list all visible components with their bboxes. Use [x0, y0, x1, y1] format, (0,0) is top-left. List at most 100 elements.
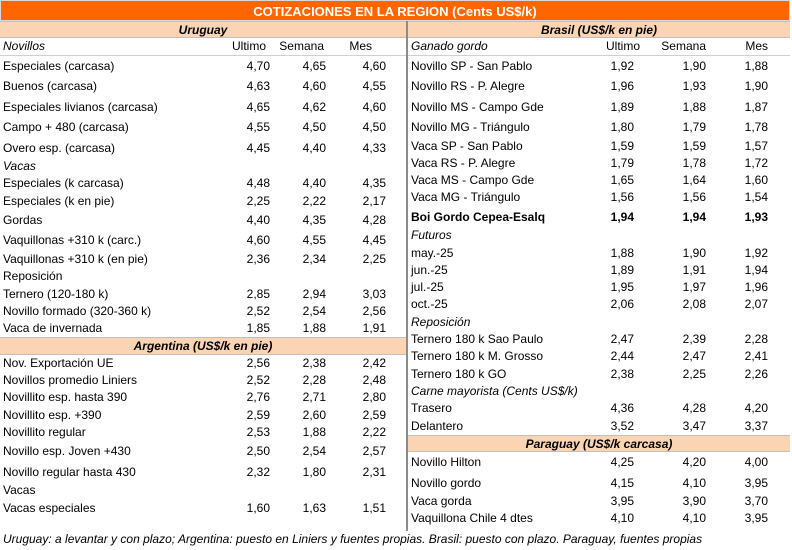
- value-semana: 2,34: [302, 251, 326, 266]
- value-ultimo: 2,52: [246, 303, 270, 318]
- brasil-carne-rows: Trasero 4,36 4,28 4,20 Delantero 3,52 3,47 3,37: [408, 400, 790, 435]
- value-mes: 1,87: [744, 99, 768, 114]
- table-row: jul.-25 1,95 1,97 1,96: [408, 279, 790, 296]
- value-ultimo: 4,36: [610, 401, 634, 416]
- table-row: Trasero 4,36 4,28 4,20: [408, 400, 790, 417]
- value-ultimo: 2,47: [610, 332, 634, 347]
- value-semana: 1,59: [682, 138, 706, 153]
- row-label: Novillito esp. +390: [3, 407, 102, 422]
- value-mes: 2,42: [362, 355, 386, 370]
- value-semana: 1,91: [682, 262, 706, 277]
- value-ultimo: 2,85: [246, 286, 270, 301]
- value-mes: 4,45: [362, 233, 386, 248]
- value-mes: 1,88: [744, 58, 768, 73]
- value-semana: 4,55: [302, 233, 326, 248]
- col-category: Novillos: [3, 39, 46, 54]
- value-ultimo: 4,10: [610, 511, 634, 526]
- value-ultimo: 4,15: [610, 475, 634, 490]
- value-semana: 4,50: [302, 120, 326, 135]
- value-mes: 4,28: [362, 212, 386, 227]
- paraguay-header: Paraguay (US$/k carcasa): [408, 434, 790, 453]
- value-semana: 1,90: [682, 58, 706, 73]
- value-mes: 4,60: [362, 58, 386, 73]
- value-mes: 2,31: [362, 464, 386, 479]
- row-label: Vaca MG - Triángulo: [411, 190, 521, 205]
- value-semana: 1,56: [682, 190, 706, 205]
- table-row: Gordas 4,40 4,35 4,28: [0, 210, 406, 231]
- value-semana: 1,63: [302, 500, 326, 515]
- row-label: Vaca RS - P. Alegre: [411, 155, 516, 170]
- value-ultimo: 1,80: [610, 120, 634, 135]
- value-mes: 2,57: [362, 444, 386, 459]
- row-label: Ternero (120-180 k): [3, 286, 109, 301]
- row-label: Vaquillonas +310 k (carc.): [3, 233, 142, 248]
- argentina-header: Argentina (US$/k en pie): [0, 337, 406, 355]
- value-ultimo: 1,95: [610, 280, 634, 295]
- table-row: Novillo MS - Campo Gde 1,89 1,88 1,87: [408, 97, 790, 118]
- value-semana: 1,97: [682, 280, 706, 295]
- value-ultimo: 4,70: [246, 58, 270, 73]
- table-title: COTIZACIONES EN LA REGION (Cents US$/k): [0, 0, 790, 21]
- value-mes: 1,78: [744, 120, 768, 135]
- value-semana: 2,22: [302, 193, 326, 208]
- row-label: Novillos promedio Liniers: [3, 373, 138, 388]
- col-ultimo: Ultimo: [605, 39, 640, 54]
- value-mes: 1,96: [744, 280, 768, 295]
- value-semana: 1,79: [682, 120, 706, 135]
- brasil-futuros-rows: may.-25 1,88 1,90 1,92 jun.-25 1,89 1,91 1,94 ju…: [408, 245, 790, 314]
- value-mes: 1,90: [744, 79, 768, 94]
- value-ultimo: 2,06: [610, 297, 634, 312]
- value-mes: 3,95: [744, 475, 768, 490]
- brasil-reposicion-label: Reposición: [411, 314, 471, 329]
- value-semana: 1,90: [682, 245, 706, 260]
- row-label: Novillo SP - San Pablo: [411, 58, 533, 73]
- table-row: Nov. Exportación UE 2,56 2,38 2,42: [0, 355, 406, 372]
- brasil-rows: Novillo SP - San Pablo 1,92 1,90 1,88 Novill…: [408, 56, 790, 207]
- value-ultimo: 1,65: [610, 173, 634, 188]
- value-ultimo: 4,63: [246, 79, 270, 94]
- row-label: Buenos (carcasa): [3, 79, 98, 94]
- value-mes: 2,22: [362, 424, 386, 439]
- brasil-futuros-label: Futuros: [411, 228, 452, 243]
- table-row: Novillo formado (320-360 k) 2,52 2,54 2,56: [0, 303, 406, 320]
- argentina-rows: Nov. Exportación UE 2,56 2,38 2,42 Novillos …: [0, 355, 406, 517]
- value-semana: 3,47: [682, 418, 706, 433]
- col-category: Ganado gordo: [411, 39, 488, 54]
- value-semana: 2,54: [302, 444, 326, 459]
- value-ultimo: 1,88: [610, 245, 634, 260]
- row-label: Novillo esp. Joven +430: [3, 444, 131, 459]
- row-label: oct.-25: [411, 297, 448, 312]
- value-ultimo: 4,25: [610, 455, 634, 470]
- table-row: Ternero 180 k GO 2,38 2,25 2,26: [408, 366, 790, 383]
- uruguay-header: Uruguay: [0, 21, 406, 39]
- table-row: Ternero 180 k Sao Paulo 2,47 2,39 2,28: [408, 331, 790, 348]
- value-mes: 2,07: [744, 297, 768, 312]
- value-mes: 4,33: [362, 140, 386, 155]
- value-mes: 2,56: [362, 303, 386, 318]
- column-divider: [406, 21, 408, 531]
- value-mes: 3,95: [744, 511, 768, 526]
- table-row: Delantero 3,52 3,47 3,37: [408, 418, 790, 435]
- row-label: Vaca SP - San Pablo: [411, 138, 523, 153]
- value-mes: 4,55: [362, 79, 386, 94]
- value-semana: 1,80: [302, 464, 326, 479]
- row-label: Ternero 180 k M. Grosso: [411, 349, 544, 364]
- value-semana: 4,20: [682, 455, 706, 470]
- row-label: Novillito regular: [3, 424, 86, 439]
- value-ultimo: 1,79: [610, 155, 634, 170]
- value-ultimo: 2,25: [246, 193, 270, 208]
- value-ultimo: 1,60: [246, 500, 270, 515]
- value-mes: 3,03: [362, 286, 386, 301]
- table-row: Novillo esp. Joven +430 2,50 2,54 2,57: [0, 441, 406, 462]
- uruguay-novillos-rows: Especiales (carcasa) 4,70 4,65 4,60 Buenos (…: [0, 56, 406, 159]
- row-label: Vaca gorda: [411, 494, 472, 509]
- value-semana: 4,65: [302, 58, 326, 73]
- row-label: Vacas: [3, 483, 36, 498]
- value-ultimo: 2,38: [610, 366, 634, 381]
- col-mes: Mes: [745, 39, 768, 54]
- value-mes: 2,48: [362, 373, 386, 388]
- table-row: Vaca gorda 3,95 3,90 3,70: [408, 493, 790, 510]
- value-mes: 3,37: [744, 418, 768, 433]
- row-label: Novillo RS - P. Alegre: [411, 79, 525, 94]
- value-mes: 2,59: [362, 407, 386, 422]
